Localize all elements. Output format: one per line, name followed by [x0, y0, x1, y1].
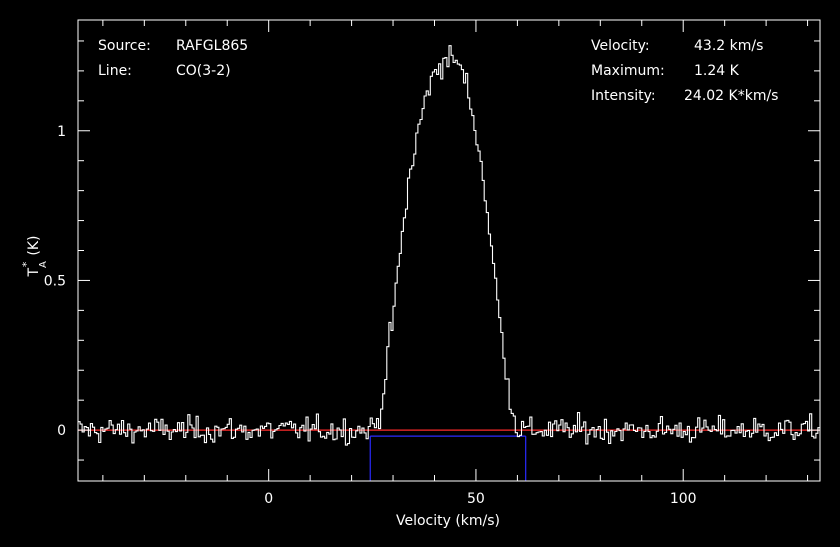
y-axis-ticks: 00.51 — [44, 40, 820, 461]
x-axis-title: Velocity (km/s) — [396, 513, 500, 529]
x-axis-ticks: 0 50 100 — [102, 20, 809, 507]
y-tick-label: 0.5 — [44, 273, 66, 289]
line-label: Line: — [98, 63, 132, 79]
x-tick-label: 100 — [670, 491, 697, 507]
y-axis-title-superscript: * — [20, 261, 33, 267]
intensity-value: 24.02 K*km/s — [684, 88, 778, 104]
y-axis-title-symbol: T — [26, 268, 42, 278]
y-axis-title-subscript: A — [38, 261, 49, 268]
x-tick-label: 50 — [467, 491, 485, 507]
velocity-label: Velocity: — [591, 38, 650, 54]
info-panel-right: Velocity: 43.2 km/s Maximum: 1.24 K Inte… — [591, 38, 778, 104]
source-label: Source: — [98, 38, 151, 54]
source-value: RAFGL865 — [176, 38, 248, 54]
intensity-label: Intensity: — [591, 88, 656, 104]
velocity-value: 43.2 km/s — [694, 38, 763, 54]
y-axis-title: TA * (K) — [20, 235, 49, 277]
x-tick-label: 0 — [264, 491, 273, 507]
maximum-value: 1.24 K — [694, 63, 740, 79]
spectrum-layer — [78, 45, 820, 446]
info-panel-left: Source: RAFGL865 Line: CO(3-2) — [98, 38, 248, 79]
svg-text:TA*(K): TA * (K) — [20, 235, 49, 277]
y-tick-label: 0 — [57, 423, 66, 439]
y-axis-title-units: (K) — [26, 235, 42, 255]
y-tick-label: 1 — [57, 124, 66, 140]
maximum-label: Maximum: — [591, 63, 665, 79]
spectrum-line — [78, 45, 820, 446]
line-value: CO(3-2) — [176, 63, 231, 79]
integration-window-layer — [369, 435, 527, 481]
